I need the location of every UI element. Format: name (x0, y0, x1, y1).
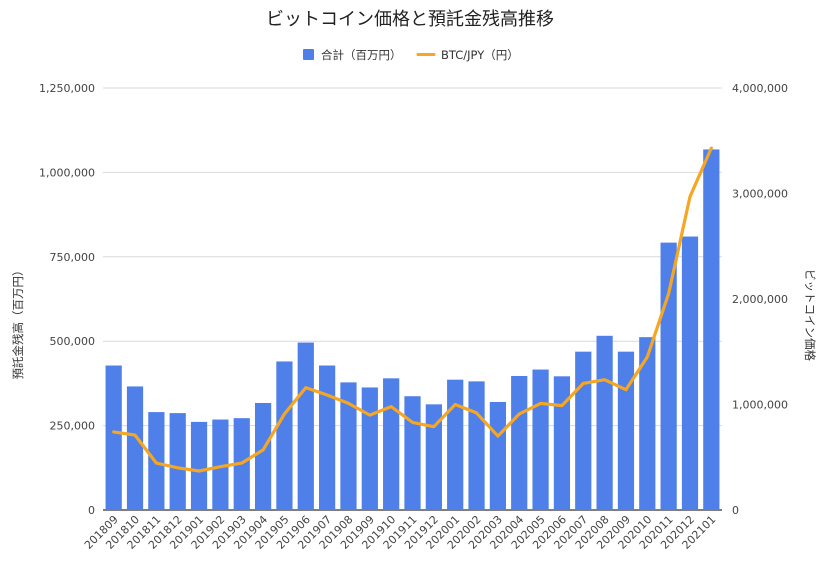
right-tick-label: 0 (732, 504, 739, 517)
chart-title: ビットコイン価格と預託金残高推移 (266, 9, 554, 30)
left-tick-label: 750,000 (50, 251, 96, 264)
btc-point-202002 (476, 412, 477, 413)
right-axis-label: ビットコイン価格 (803, 269, 817, 361)
btc-point-201910 (391, 406, 392, 407)
bar-202008 (596, 335, 613, 510)
bar-202005 (532, 369, 549, 510)
btc-point-201903 (241, 463, 242, 464)
line-series-btc (112, 146, 713, 473)
right-axis-ticks: 0 1,000,000 2,000,000 3,000,000 4,000,000 (732, 82, 788, 517)
bar-201901 (190, 421, 208, 510)
btc-point-202011 (668, 293, 669, 294)
btc-point-202003 (497, 436, 498, 437)
btc-point-202006 (561, 405, 562, 406)
right-tick-label: 2,000,000 (732, 293, 788, 306)
btc-point-201905 (284, 413, 285, 414)
btc-point-202012 (689, 196, 690, 197)
btc-point-201902 (220, 466, 221, 467)
bar-201912 (425, 404, 442, 510)
btc-point-202009 (625, 389, 626, 390)
bar-202009 (617, 351, 635, 510)
left-axis-ticks: 0 250,000 500,000 750,000 1,000,000 1,250,000 (39, 82, 95, 517)
bar-202007 (575, 351, 592, 510)
legend: 合計（百万円） BTC/JPY（円） (303, 48, 519, 62)
right-tick-label: 3,000,000 (732, 188, 788, 201)
bar-202006 (553, 376, 571, 510)
bar-201904 (254, 402, 272, 510)
bar-201812 (169, 413, 186, 510)
right-tick-label: 1,000,000 (732, 399, 788, 412)
bar-201907 (319, 365, 336, 510)
btc-point-201912 (433, 426, 434, 427)
btc-point-202001 (455, 404, 456, 405)
btc-point-201812 (177, 467, 178, 468)
bar-202101 (703, 149, 720, 510)
legend-label-btc: BTC/JPY（円） (441, 48, 519, 62)
bar-series-total (105, 149, 720, 511)
bar-201905 (276, 361, 293, 510)
bar-201910 (383, 378, 400, 510)
btc-point-202007 (583, 383, 584, 384)
btc-point-201809 (113, 431, 114, 432)
btc-point-201909 (369, 415, 370, 416)
bar-201906 (297, 342, 314, 510)
left-tick-label: 250,000 (50, 420, 96, 433)
left-tick-label: 1,000,000 (39, 166, 95, 179)
btc-point-201911 (412, 422, 413, 423)
bar-202004 (511, 375, 528, 510)
btc-point-201901 (199, 470, 200, 471)
bar-202012 (681, 236, 699, 510)
bar-201909 (361, 387, 378, 510)
btc-point-202101 (711, 148, 712, 149)
left-tick-label: 1,250,000 (39, 82, 95, 95)
bar-201810 (126, 386, 144, 510)
bar-201902 (212, 419, 229, 510)
bar-201809 (105, 365, 122, 510)
bar-202003 (489, 401, 506, 510)
btc-point-202004 (519, 413, 520, 414)
bar-201908 (340, 382, 357, 510)
btc-point-201810 (135, 435, 136, 436)
btc-point-201906 (305, 387, 306, 388)
btc-point-201907 (327, 395, 328, 396)
bar-201911 (404, 396, 421, 510)
btc-point-202008 (604, 379, 605, 380)
legend-swatch-total (303, 49, 314, 60)
btc-point-201908 (348, 403, 349, 404)
bar-202010 (639, 337, 656, 510)
btc-point-201811 (156, 463, 157, 464)
x-axis-ticks: 2018092018102018112018122019012019022019… (82, 513, 719, 552)
btc-point-202005 (540, 403, 541, 404)
legend-label-total: 合計（百万円） (321, 48, 402, 62)
right-tick-label: 4,000,000 (732, 82, 788, 95)
btc-point-201904 (263, 449, 264, 450)
left-tick-label: 500,000 (50, 335, 96, 348)
bar-202011 (660, 242, 677, 511)
left-axis-label: 預託金残高（百万円） (11, 265, 25, 380)
bar-202002 (468, 381, 485, 510)
left-tick-label: 0 (88, 504, 95, 517)
btc-point-202010 (647, 357, 648, 358)
btc-price-line (112, 146, 713, 473)
bar-202001 (447, 379, 464, 510)
